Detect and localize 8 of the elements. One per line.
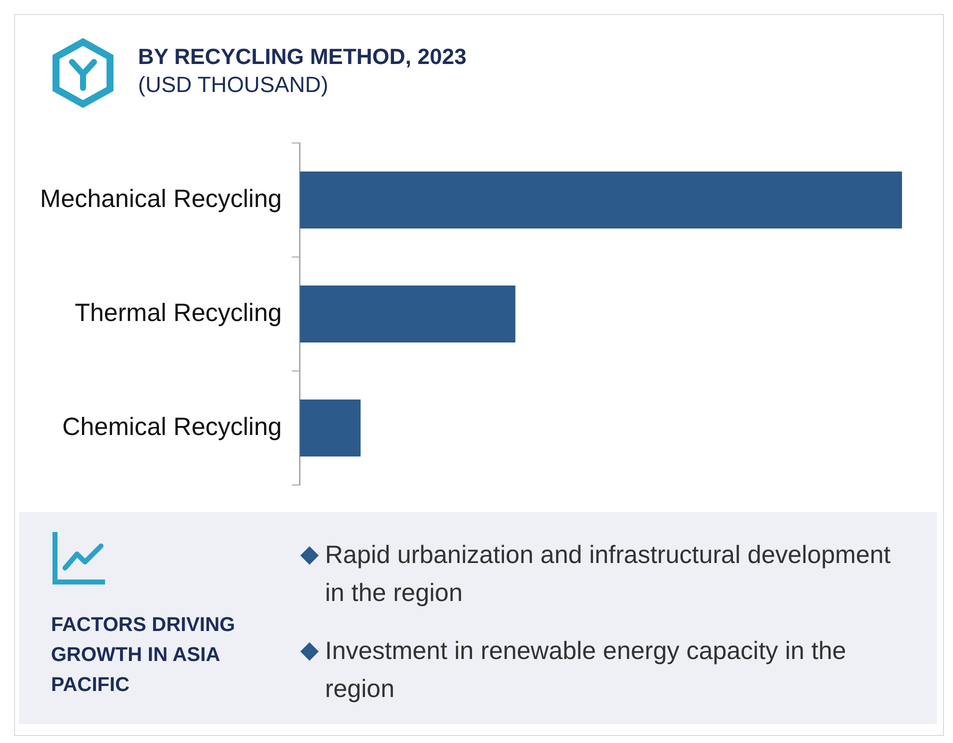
y-tick-label: Mechanical Recycling [40, 184, 282, 213]
text: Rapid urbanization and infrastructural development in the region [324, 540, 892, 609]
chart-subtitle: (USD THOUSAND) [138, 72, 328, 98]
chart-title: BY RECYCLING METHOD, 2023 [138, 44, 466, 70]
y-tick-label: Thermal Recycling [74, 298, 282, 327]
text: FACTORS DRIVING GROWTH IN ASIA PACIFIC [51, 613, 236, 698]
text: Investment in renewable energy capacity in the region [324, 636, 848, 705]
y-tick-label: Chemical Recycling [62, 412, 282, 441]
